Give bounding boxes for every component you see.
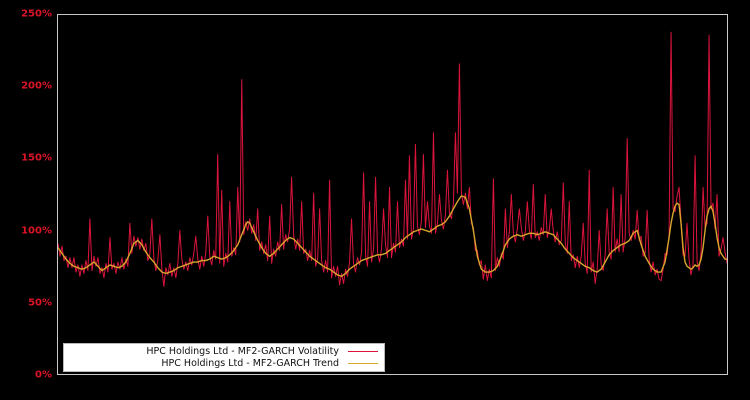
volatility-line-sample-icon [348,350,378,352]
legend-entry-trend: HPC Holdings Ltd - MF2-GARCH Trend [68,358,378,371]
y-axis-tick-label-50: 50% [28,297,52,309]
y-axis-tick-label-150: 150% [21,152,52,164]
y-axis-tick-label-100: 100% [21,225,52,237]
trend-line-sample-icon [348,363,378,365]
y-axis-tick-label-0: 0% [35,369,52,381]
series-lines [58,31,727,287]
legend-label-volatility: HPC Holdings Ltd - MF2-GARCH Volatility [146,345,339,357]
y-axis-tick-label-200: 200% [21,80,52,92]
plot-area [57,14,728,375]
legend-entry-volatility: HPC Holdings Ltd - MF2-GARCH Volatility [68,345,378,358]
legend: HPC Holdings Ltd - MF2-GARCH Volatility … [63,343,385,372]
y-axis-tick-label-250: 250% [21,8,52,20]
legend-label-trend: HPC Holdings Ltd - MF2-GARCH Trend [161,358,339,370]
